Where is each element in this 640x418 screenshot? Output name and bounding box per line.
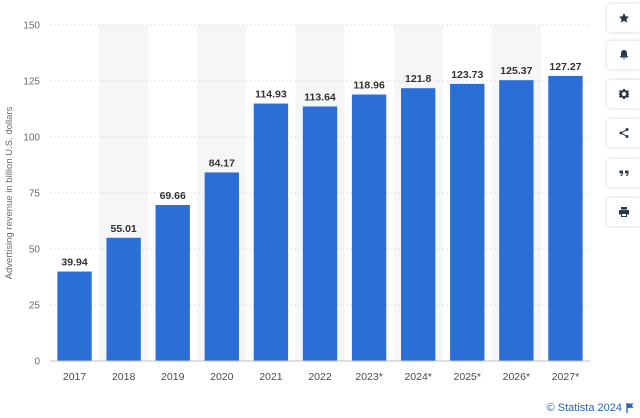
x-tick-label: 2019	[161, 371, 185, 383]
x-tick-label: 2021	[259, 371, 283, 383]
y-axis-ticks: 0 25 50 75 100 125 150	[23, 21, 40, 368]
x-tick-label: 2024*	[404, 371, 431, 383]
quote-icon	[619, 170, 628, 176]
y-tick-label: 125	[23, 77, 40, 88]
favorite-button[interactable]	[607, 4, 640, 32]
bar	[351, 94, 387, 361]
x-tick-label: 2017	[63, 371, 87, 383]
share-button[interactable]	[607, 119, 640, 147]
y-tick-label: 25	[29, 301, 41, 312]
data-label: 125.37	[500, 65, 532, 77]
y-axis-title: Advertising revenue in billion U.S. doll…	[4, 106, 15, 279]
data-label: 69.66	[160, 190, 186, 202]
data-label: 123.73	[451, 69, 483, 81]
x-tick-label: 2022	[308, 371, 332, 383]
data-label: 39.94	[61, 257, 87, 269]
bars	[57, 75, 583, 362]
y-tick-label: 75	[29, 189, 41, 200]
bar	[253, 103, 289, 362]
bar	[106, 237, 141, 361]
bar	[548, 75, 583, 362]
print-button[interactable]	[607, 198, 640, 226]
cite-button[interactable]	[607, 159, 640, 187]
bar	[450, 83, 485, 362]
x-tick-label: 2023*	[355, 371, 382, 383]
bar	[401, 88, 436, 361]
x-tick-label: 2020	[210, 371, 234, 383]
star-icon	[618, 13, 629, 23]
x-tick-label: 2025*	[454, 371, 481, 383]
data-label: 118.96	[353, 80, 385, 92]
x-tick-label: 2026*	[503, 371, 530, 383]
y-tick-label: 50	[29, 245, 41, 256]
share-icon	[619, 128, 628, 138]
settings-button[interactable]	[607, 80, 640, 108]
data-label: 127.27	[549, 61, 581, 73]
y-tick-label: 100	[23, 133, 40, 144]
data-labels: 39.94 55.01 69.66 84.17 114.93 113.64 118.96 12…	[61, 61, 581, 269]
data-label: 113.64	[304, 91, 336, 103]
printer-icon	[618, 207, 629, 217]
x-tick-label: 2018	[112, 371, 136, 383]
notification-button[interactable]	[607, 41, 640, 69]
statista-credit-link[interactable]: © Statista 2024	[547, 402, 634, 414]
data-label: 114.93	[255, 89, 287, 101]
x-tick-label: 2027*	[552, 371, 579, 383]
data-label: 121.8	[405, 73, 431, 85]
bell-icon	[619, 50, 628, 60]
bar	[302, 106, 338, 361]
data-label: 84.17	[209, 157, 235, 169]
flag-icon	[626, 403, 634, 413]
x-axis-ticks: 2017 2018 2019 2020 2021 2022 2023* 2024* 2025* 2…	[63, 371, 579, 383]
bar	[204, 172, 239, 361]
credit-text: © Statista 2024	[546, 402, 622, 414]
bar	[57, 271, 92, 361]
bar	[499, 80, 534, 361]
y-tick-label: 0	[34, 357, 40, 368]
y-tick-label: 150	[23, 21, 40, 32]
gear-icon	[617, 89, 630, 99]
data-label: 55.01	[110, 223, 136, 235]
bar	[155, 204, 190, 361]
